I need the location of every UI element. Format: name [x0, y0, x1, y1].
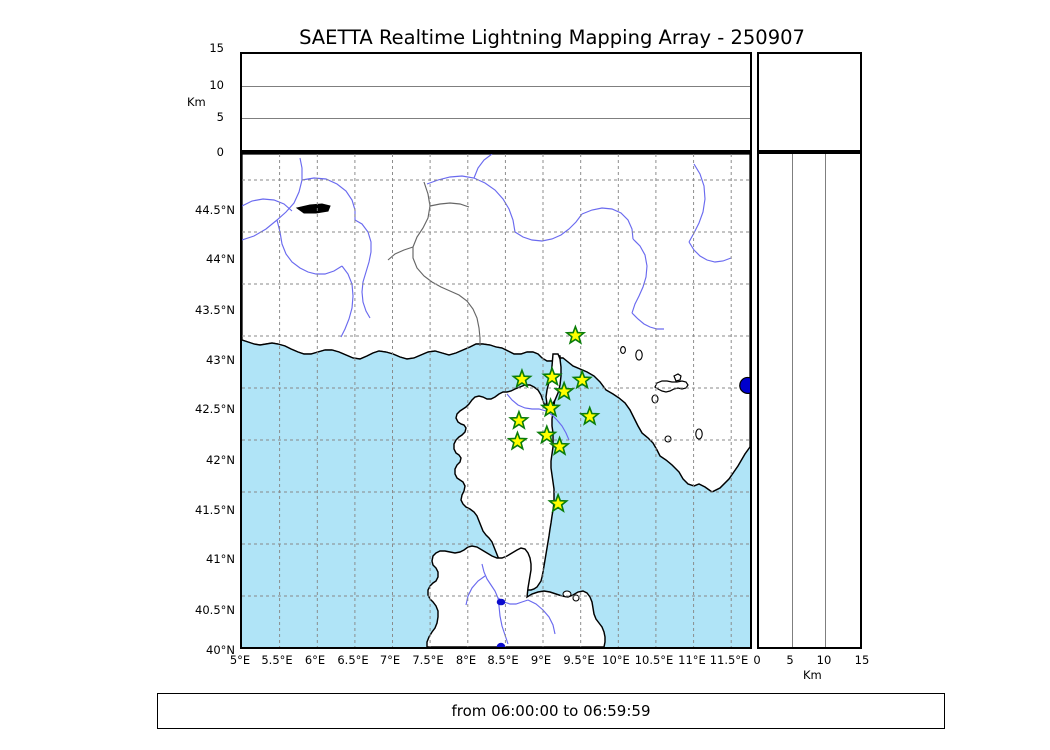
river-rhone: [242, 157, 303, 241]
top-panel-gridline-5: [242, 117, 750, 119]
river-po-branch: [473, 154, 493, 179]
lma-station-marker: [506, 430, 529, 451]
lma-station-marker: [536, 423, 558, 445]
map-lat-tick-42: 42°N: [206, 453, 235, 467]
right-axis-tick-10: 10: [816, 653, 832, 667]
river-sardinia-5: [527, 599, 556, 635]
islet-montecristo: [664, 435, 672, 443]
map-lon-tick-9.5: 9.5°E: [563, 653, 595, 667]
map-lon-tick-6.5: 6.5°E: [337, 653, 369, 667]
islet-giglio: [695, 428, 703, 440]
map-lon-tick-7.5: 7.5°E: [412, 653, 444, 667]
map-graphic: [242, 154, 750, 647]
elba-island: [654, 380, 689, 393]
right-panel-gridline-5: [791, 154, 793, 647]
top-axis-label-km: Km: [187, 95, 206, 109]
map-lat-tick-43: 43°N: [206, 353, 235, 367]
map-lon-tick-7: 7°E: [379, 653, 401, 667]
page-title: SAETTA Realtime Lightning Mapping Array …: [299, 26, 805, 49]
map-panel[interactable]: [240, 152, 752, 649]
river-po: [426, 175, 516, 233]
status-text: from 06:00:00 to 06:59:59: [451, 702, 651, 720]
lake-geneva: [295, 203, 331, 214]
right-axis-tick-5: 5: [786, 653, 794, 667]
islet-gorgona: [620, 346, 626, 354]
islet-pianosa: [651, 394, 659, 404]
map-lon-tick-6: 6°E: [304, 653, 326, 667]
map-lon-tick-5.5: 5.5°E: [261, 653, 293, 667]
map-lat-tick-43.5: 43.5°N: [195, 303, 235, 317]
lma-station-marker: [578, 405, 601, 426]
border-france-italy: [412, 181, 481, 346]
map-lat-tick-41.5: 41.5°N: [195, 503, 235, 517]
lma-station-marker: [553, 380, 575, 401]
map-lon-tick-11.5: 11.5°E: [709, 653, 749, 667]
lma-station-marker: [547, 492, 569, 513]
right-axis-tick-15: 15: [854, 653, 870, 667]
lma-station-marker: [541, 365, 563, 387]
lma-station-marker: [539, 396, 562, 418]
river-corsica-golo: [506, 393, 570, 441]
top-panel-gridline-10: [242, 85, 750, 87]
border-alps: [429, 202, 470, 208]
lma-station-marker: [571, 368, 593, 390]
border-ch: [387, 246, 414, 261]
map-lat-tick-40: 40°N: [206, 643, 235, 657]
lma-station-marker: [564, 324, 587, 345]
lma-station-marker: [508, 409, 530, 430]
mainland-coastline: [242, 339, 750, 493]
right-panel-gridline-10: [825, 154, 827, 647]
islet-caprera: [572, 594, 580, 602]
river-nw: [242, 198, 293, 212]
map-lon-tick-5: 5°E: [229, 653, 251, 667]
lake-omodeo: [496, 598, 506, 606]
top-axis-tick-0: 0: [216, 145, 224, 159]
top-axis-tick-10: 10: [209, 78, 224, 92]
islet-maddalena: [562, 590, 572, 598]
islet-capraia: [635, 349, 643, 361]
river-arno: [514, 213, 583, 242]
river-ne-1: [688, 163, 706, 243]
map-lat-tick-42.5: 42.5°N: [195, 402, 235, 416]
river-tiber: [581, 207, 634, 240]
river-rhone-delta: [354, 219, 372, 319]
source-marker: [739, 376, 750, 395]
map-lat-tick-40.5: 40.5°N: [195, 603, 235, 617]
river-rhone-lower: [276, 219, 343, 275]
right-axis-tick-0: 0: [753, 653, 761, 667]
river-adige: [631, 238, 648, 314]
lake-sardinia-south: [496, 642, 506, 647]
map-lat-tick-44.5: 44.5°N: [195, 203, 235, 217]
map-gridlines: [242, 154, 750, 647]
river-var: [340, 265, 354, 338]
right-axis-label-km: Km: [803, 668, 822, 682]
map-lon-tick-9: 9°E: [530, 653, 552, 667]
borders-layer: [387, 181, 481, 346]
map-lat-tick-44: 44°N: [206, 252, 235, 266]
river-east: [631, 312, 664, 330]
top-axis-tick-15: 15: [209, 41, 224, 55]
corner-panel: [757, 52, 862, 152]
map-lon-tick-10: 10°E: [602, 653, 630, 667]
map-lon-tick-10.5: 10.5°E: [634, 653, 674, 667]
corsica-landmass: [453, 354, 561, 591]
markers-layer: [506, 324, 750, 513]
map-lon-tick-8.5: 8.5°E: [487, 653, 519, 667]
altitude-latitude-panel: [757, 152, 862, 649]
lma-station-marker: [548, 435, 571, 456]
elba-island-tail: [673, 373, 682, 382]
status-box: from 06:00:00 to 06:59:59: [157, 693, 945, 729]
river-sardinia-4: [498, 605, 509, 645]
lma-station-marker: [511, 367, 533, 389]
map-lon-tick-11: 11°E: [678, 653, 706, 667]
map-lat-tick-41: 41°N: [206, 552, 235, 566]
top-axis-tick-5: 5: [216, 110, 224, 124]
map-lon-tick-8: 8°E: [455, 653, 477, 667]
altitude-longitude-panel: [240, 52, 752, 152]
